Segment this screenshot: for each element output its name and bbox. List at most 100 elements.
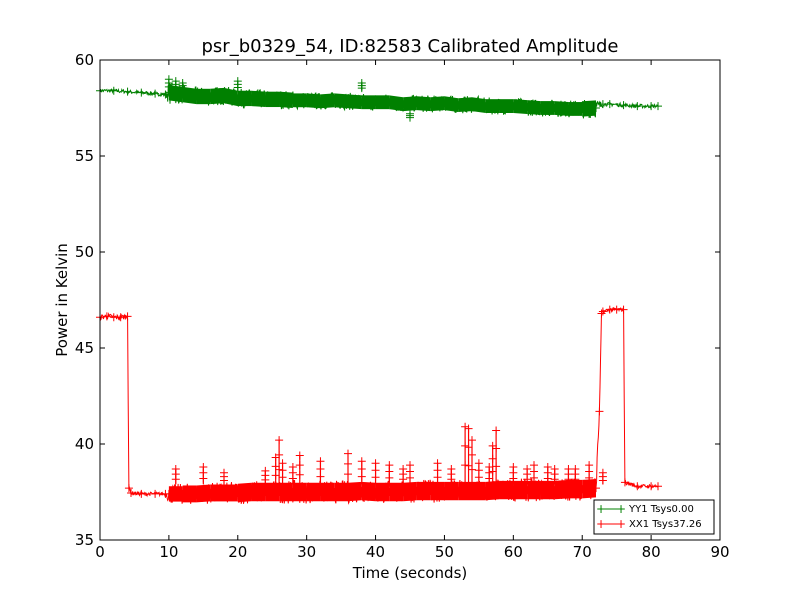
data-point-marker bbox=[605, 100, 614, 109]
series-band bbox=[237, 90, 252, 107]
data-point-marker bbox=[509, 102, 518, 111]
data-point-marker bbox=[454, 487, 463, 496]
data-point-marker bbox=[371, 98, 380, 107]
data-point-marker bbox=[220, 488, 228, 497]
data-point-marker bbox=[371, 488, 380, 496]
data-point-marker bbox=[426, 487, 435, 496]
data-point-marker bbox=[564, 485, 573, 494]
series-band bbox=[499, 99, 514, 113]
data-point-marker bbox=[578, 104, 587, 113]
series-band bbox=[554, 479, 569, 500]
series-band bbox=[485, 480, 500, 501]
spike-marker bbox=[461, 461, 470, 470]
spike-marker bbox=[585, 473, 594, 482]
legend-marker-yy1: + bbox=[616, 502, 626, 516]
series-band bbox=[168, 486, 183, 502]
spike-marker bbox=[261, 475, 270, 484]
spike-marker bbox=[344, 449, 352, 458]
data-point-marker bbox=[481, 487, 490, 496]
red-spikes bbox=[171, 422, 607, 485]
spike-marker bbox=[295, 461, 304, 470]
data-point-marker bbox=[151, 89, 160, 98]
legend-marker-yy1: + bbox=[596, 502, 606, 516]
spike-marker bbox=[492, 444, 501, 453]
data-point-marker bbox=[127, 488, 135, 497]
series-band bbox=[527, 100, 541, 115]
series-band bbox=[168, 84, 183, 103]
x-tick-label: 90 bbox=[710, 543, 729, 561]
data-point-marker bbox=[316, 488, 325, 496]
spike-marker bbox=[385, 473, 394, 482]
spike-marker bbox=[399, 475, 408, 484]
x-tick-label: 80 bbox=[642, 543, 661, 561]
series-1 bbox=[96, 305, 662, 505]
data-point-marker bbox=[206, 488, 215, 497]
spike-marker bbox=[464, 443, 473, 452]
series-band bbox=[554, 101, 569, 116]
data-point-marker bbox=[161, 90, 170, 99]
x-tick-label: 0 bbox=[95, 543, 105, 561]
spike-marker bbox=[275, 465, 284, 474]
data-point-marker bbox=[316, 97, 325, 106]
data-point-marker bbox=[302, 488, 311, 496]
series-band bbox=[251, 90, 266, 108]
spike-marker bbox=[509, 474, 518, 483]
series-band bbox=[361, 481, 376, 502]
spike-marker bbox=[275, 450, 284, 459]
data-point-marker bbox=[612, 305, 621, 314]
data-point-marker bbox=[647, 482, 656, 491]
data-point-marker bbox=[137, 88, 146, 97]
chart-title: psr_b0329_54, ID:82583 Calibrated Amplit… bbox=[202, 36, 619, 57]
series-band bbox=[416, 481, 431, 501]
spike-marker bbox=[271, 462, 280, 471]
data-point-marker bbox=[102, 312, 111, 321]
data-point-marker bbox=[357, 98, 366, 107]
series-band bbox=[513, 480, 528, 500]
spike-marker bbox=[492, 462, 501, 471]
x-tick-label: 30 bbox=[297, 543, 316, 561]
series-band bbox=[348, 481, 362, 502]
series-band bbox=[224, 87, 238, 107]
spike-marker bbox=[461, 422, 470, 431]
spike-marker bbox=[275, 436, 284, 445]
x-tick-label: 60 bbox=[504, 543, 523, 561]
spike-marker bbox=[485, 474, 494, 483]
data-point-marker bbox=[592, 104, 600, 112]
y-tick-label: 55 bbox=[75, 147, 94, 165]
y-tick-label: 60 bbox=[75, 51, 94, 69]
data-point-marker bbox=[536, 486, 545, 495]
spike-marker bbox=[357, 472, 366, 481]
legend-marker-xx1: + bbox=[616, 517, 626, 531]
data-point-marker bbox=[192, 92, 201, 101]
series-band bbox=[182, 86, 197, 105]
series-band bbox=[306, 482, 321, 502]
spike-marker bbox=[564, 475, 573, 484]
spike-marker bbox=[543, 474, 552, 483]
spike-marker bbox=[164, 82, 173, 91]
spike-marker bbox=[461, 441, 470, 450]
spike-marker bbox=[371, 473, 380, 482]
spike-marker bbox=[295, 451, 304, 460]
spike-marker bbox=[278, 466, 287, 475]
series-band bbox=[568, 479, 583, 499]
spike-marker bbox=[199, 474, 208, 483]
series-band bbox=[361, 95, 376, 110]
x-tick-label: 10 bbox=[159, 543, 178, 561]
data-point-marker bbox=[123, 312, 132, 321]
x-axis-label: Time (seconds) bbox=[352, 564, 468, 582]
y-tick-label: 40 bbox=[75, 435, 94, 453]
data-point-marker bbox=[620, 478, 629, 487]
data-point-marker bbox=[633, 482, 642, 491]
data-point-marker bbox=[454, 101, 463, 110]
data-point-marker bbox=[261, 488, 270, 496]
series-band bbox=[265, 91, 280, 108]
data-point-marker bbox=[399, 488, 408, 496]
data-point-marker bbox=[564, 104, 573, 113]
series-band bbox=[568, 102, 583, 116]
data-point-marker bbox=[261, 95, 270, 104]
data-point-marker bbox=[206, 92, 215, 101]
series-band bbox=[389, 95, 404, 112]
data-point-marker bbox=[598, 100, 607, 109]
x-tick-label: 40 bbox=[366, 543, 385, 561]
series-band bbox=[196, 484, 211, 503]
